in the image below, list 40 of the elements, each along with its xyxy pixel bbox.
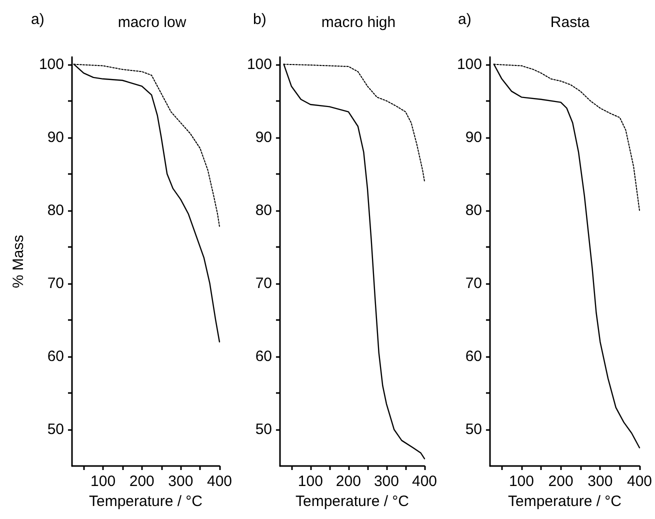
x-axis-title: Temperature / °C [508,492,622,510]
text: b) [253,11,266,28]
x-tick-label: 400 [206,473,232,490]
y-tick-label: 80 [255,202,272,219]
chart-title: Rasta [550,14,590,31]
y-tick-label: 100 [456,56,482,73]
x-tick-label: 100 [508,473,534,490]
y-axis-title: % Mass [10,234,27,288]
x-tick-label: 100 [90,473,116,490]
x-tick-label: 200 [548,473,574,490]
x-tick-label: 200 [336,473,361,490]
y-tick-label: 60 [255,348,272,365]
x-tick-label: 200 [129,473,154,490]
x-axis-title: Temperature / °C [88,492,203,510]
x-tick-label: 300 [168,473,194,490]
y-tick-label: 60 [465,348,482,365]
text: a) [31,11,44,28]
y-tick-label: 50 [465,420,482,438]
y-tick-label: 90 [255,128,272,146]
y-tick-label: 80 [465,202,482,219]
y-tick-label: 60 [47,348,64,365]
x-tick-label: 400 [626,473,652,490]
text: a) [458,11,472,28]
y-tick-label: 80 [47,202,64,219]
y-tick-label: 100 [38,56,64,73]
y-tick-label: 90 [47,128,64,146]
x-tick-label: 400 [412,473,437,490]
y-tick-label: 70 [47,274,64,292]
y-tick-label: 70 [465,274,482,292]
x-tick-label: 300 [588,473,613,490]
y-tick-label: 50 [255,420,272,438]
x-tick-label: 100 [298,473,323,490]
x-axis-title: Temperature / °C [295,492,410,510]
y-tick-label: 70 [255,274,272,292]
y-tick-label: 90 [465,128,482,146]
chart-title: macro high [321,14,396,31]
chart-title: macro low [118,14,186,31]
y-tick-label: 100 [246,56,272,73]
y-tick-label: 50 [47,420,64,438]
x-tick-label: 300 [374,473,399,490]
